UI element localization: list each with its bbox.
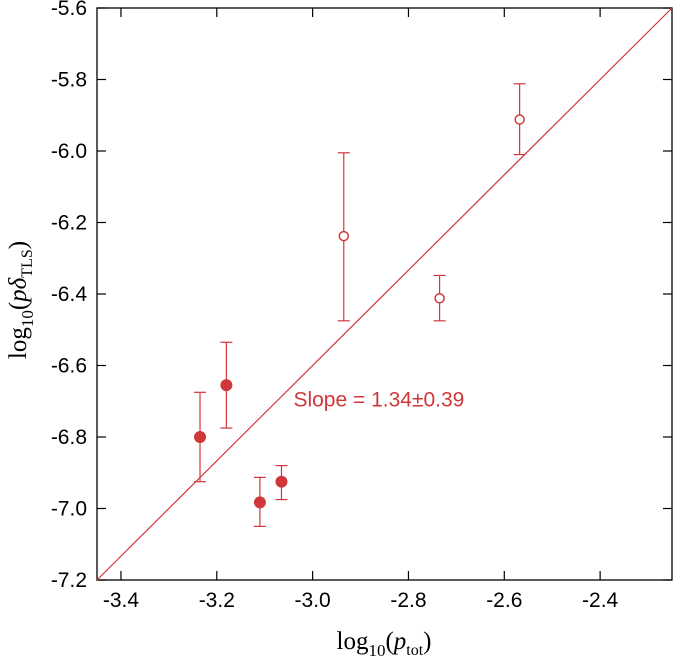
data-point-open xyxy=(514,114,525,125)
data-point-filled xyxy=(194,431,207,443)
data-point-open xyxy=(434,293,445,304)
slope-annotation: Slope = 1.34±0.39 xyxy=(293,389,464,412)
x-tick-label: -3.0 xyxy=(295,589,331,612)
data-points xyxy=(194,83,526,527)
y-tick-label: -6.6 xyxy=(51,355,87,378)
data-point-filled xyxy=(253,496,266,509)
fit-line xyxy=(96,7,673,581)
x-tick-label: -2.4 xyxy=(582,589,619,612)
x-tick-labels: -3.4 -3.2 -3.0 -2.8 -2.6 -2.4 xyxy=(103,589,619,612)
y-tick-label: -7.2 xyxy=(51,569,87,592)
x-axis-title: log10(ptot) xyxy=(337,628,432,660)
y-tick-label: -5.6 xyxy=(51,0,87,20)
y-tick-label: -5.8 xyxy=(51,69,87,92)
y-tick-label: -6.4 xyxy=(51,283,88,306)
y-tick-label: -6.2 xyxy=(51,212,87,235)
y-tick-label: -6.0 xyxy=(51,140,87,163)
x-tick-label: -2.6 xyxy=(486,589,522,612)
data-point-open xyxy=(338,230,350,242)
axis-ticks xyxy=(97,7,672,581)
fit-line-group xyxy=(96,7,673,581)
y-axis-title: log10(pδTLS) xyxy=(5,241,37,359)
x-tick-label: -3.2 xyxy=(199,589,235,612)
y-tick-labels: -7.2 -7.0 -6.8 -6.6 -6.4 -6.2 -6.0 -5.8 -5.6 xyxy=(51,0,88,592)
data-point-filled xyxy=(220,379,233,392)
x-tick-label: -2.8 xyxy=(390,589,426,612)
data-point-filled xyxy=(275,475,288,488)
y-tick-label: -6.8 xyxy=(51,426,87,449)
y-tick-label: -7.0 xyxy=(51,498,87,521)
x-tick-label: -3.4 xyxy=(103,589,140,612)
